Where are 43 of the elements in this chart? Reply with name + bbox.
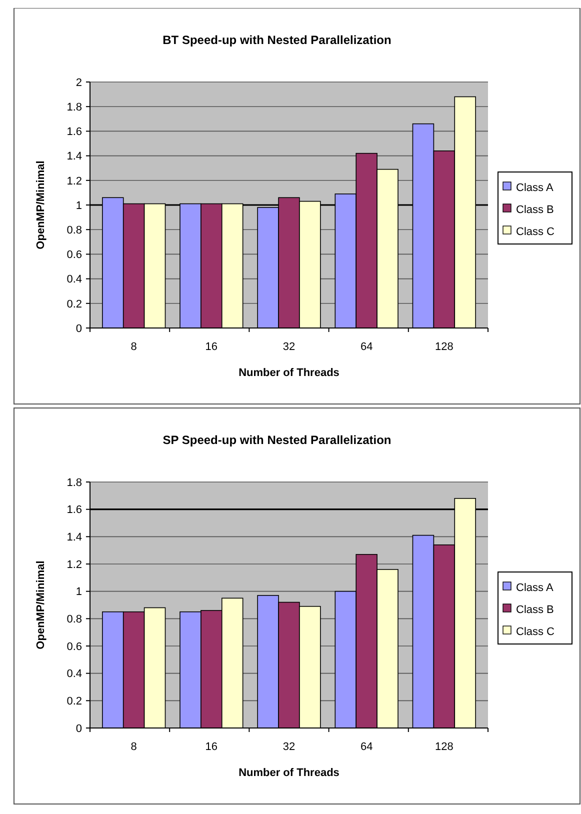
y-axis-title: OpenMP/Minimal (35, 560, 47, 650)
y-tick-label: 0.4 (66, 668, 82, 680)
x-tick-label: 16 (205, 341, 218, 353)
y-axis-title: OpenMP/Minimal (35, 160, 47, 250)
y-tick-label: 1.2 (66, 175, 82, 188)
y-tick-label: 1 (76, 586, 82, 598)
y-tick-label: 0 (76, 722, 82, 735)
y-tick-label: 1.2 (66, 558, 82, 571)
legend-label: Class B (516, 204, 554, 216)
y-tick-label: 0.6 (66, 249, 82, 262)
y-tick-label: 0.6 (66, 640, 82, 653)
y-tick-label: 0.8 (66, 614, 82, 626)
y-tick-label: 0.4 (66, 274, 82, 286)
legend-label: Class A (516, 582, 554, 594)
y-tick-label: 1.8 (66, 476, 82, 489)
y-tick-label: 1.4 (66, 150, 82, 163)
legend-label: Class C (516, 226, 555, 238)
y-tick-label: 0.2 (66, 696, 82, 708)
y-tick-label: 1.8 (66, 101, 82, 114)
y-tick-label: 1.6 (66, 504, 82, 516)
x-tick-label: 64 (360, 341, 373, 353)
y-tick-label: 1.4 (66, 532, 82, 544)
y-tick-label: 1.6 (66, 126, 82, 138)
chart-title: BT Speed-up with Nested Parallelization (162, 33, 392, 47)
y-tick-label: 0.2 (66, 298, 82, 310)
y-tick-label: 0 (76, 322, 82, 335)
y-tick-label: 0.8 (66, 224, 82, 236)
legend-label: Class A (516, 182, 554, 194)
x-tick-label: 128 (434, 341, 454, 353)
legend-label: Class B (516, 604, 554, 616)
legend-label: Class C (516, 626, 555, 638)
x-axis-title: Number of Threads (238, 767, 340, 779)
x-tick-label: 16 (205, 741, 218, 753)
x-tick-label: 8 (130, 341, 137, 353)
x-tick-label: 128 (434, 741, 454, 753)
x-tick-label: 64 (360, 741, 373, 753)
x-tick-label: 32 (282, 741, 296, 753)
x-axis-title: Number of Threads (238, 367, 340, 379)
chart-title: SP Speed-up with Nested Parallelization (162, 433, 392, 447)
y-tick-label: 1 (76, 200, 82, 212)
y-tick-label: 2 (76, 76, 82, 89)
x-tick-label: 32 (282, 341, 296, 353)
x-tick-label: 8 (130, 741, 137, 753)
